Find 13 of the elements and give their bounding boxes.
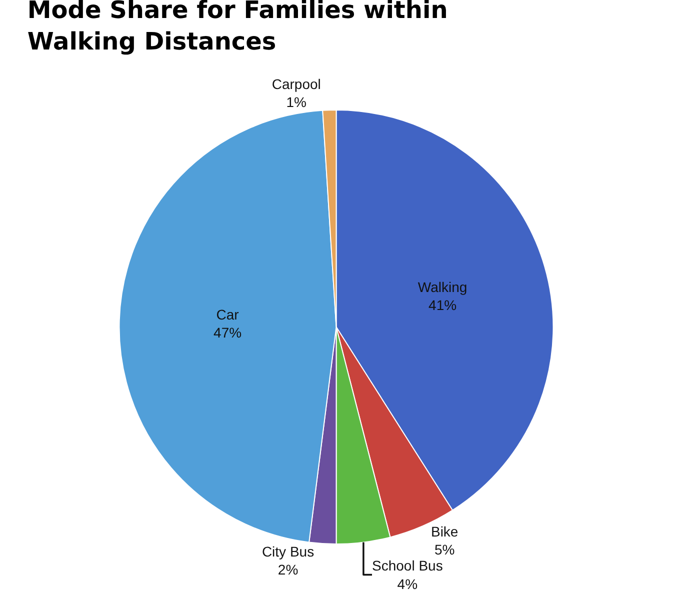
data-label: 5% xyxy=(434,542,455,558)
data-label: 2% xyxy=(278,562,298,578)
slice-label: Carpool xyxy=(272,76,321,92)
data-label: 41% xyxy=(428,297,457,314)
slice-label: Bike xyxy=(430,523,458,540)
chart-title: Mode Share for Families within Walking Distances xyxy=(27,0,448,56)
slice-label: School Bus xyxy=(372,558,443,574)
slice-label: Walking xyxy=(418,279,468,296)
data-label: 4% xyxy=(397,576,418,592)
data-label: 1% xyxy=(286,94,306,110)
slice-label: Car xyxy=(216,306,240,322)
data-label: 47% xyxy=(214,324,242,341)
slice-label: City Bus xyxy=(262,544,314,560)
